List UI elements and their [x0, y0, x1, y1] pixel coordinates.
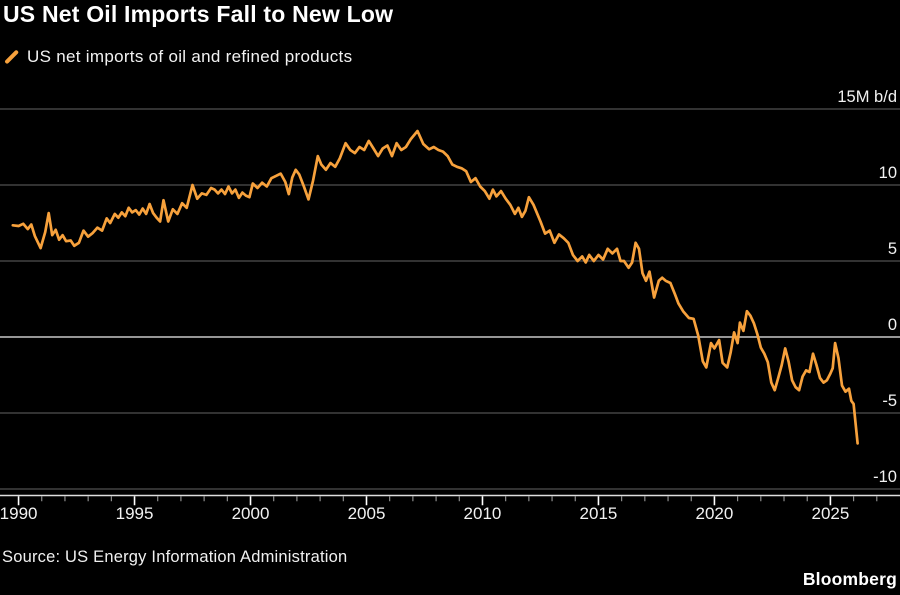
bloomberg-logo: Bloomberg	[802, 569, 897, 589]
chart-title: US Net Oil Imports Fall to New Low	[3, 1, 394, 27]
legend-label: US net imports of oil and refined produc…	[27, 47, 353, 66]
x-axis-tick-label: 2000	[232, 504, 270, 523]
y-axis-tick-label: 0	[888, 316, 897, 334]
x-axis-tick-label: 2020	[696, 504, 734, 523]
x-axis-tick-label: 2010	[464, 504, 502, 523]
x-axis-tick-label: 2015	[580, 504, 618, 523]
y-axis-tick-label: 5	[888, 240, 897, 258]
x-axis-tick-label: 2025	[811, 504, 849, 523]
x-axis-tick-label: 2005	[348, 504, 386, 523]
line-series-swatch-icon	[4, 49, 19, 65]
y-axis-tick-label: 15M b/d	[837, 88, 897, 106]
x-axis-tick-label: 1990	[0, 504, 37, 523]
net-imports-line-series	[11, 129, 859, 445]
y-axis-tick-label: 10	[879, 164, 897, 182]
x-axis-tick-label: 1995	[116, 504, 154, 523]
y-axis-tick-label: -5	[882, 392, 897, 410]
y-axis-tick-label: -10	[873, 468, 897, 486]
legend: US net imports of oil and refined produc…	[3, 45, 352, 69]
source-attribution: Source: US Energy Information Administra…	[2, 548, 348, 566]
